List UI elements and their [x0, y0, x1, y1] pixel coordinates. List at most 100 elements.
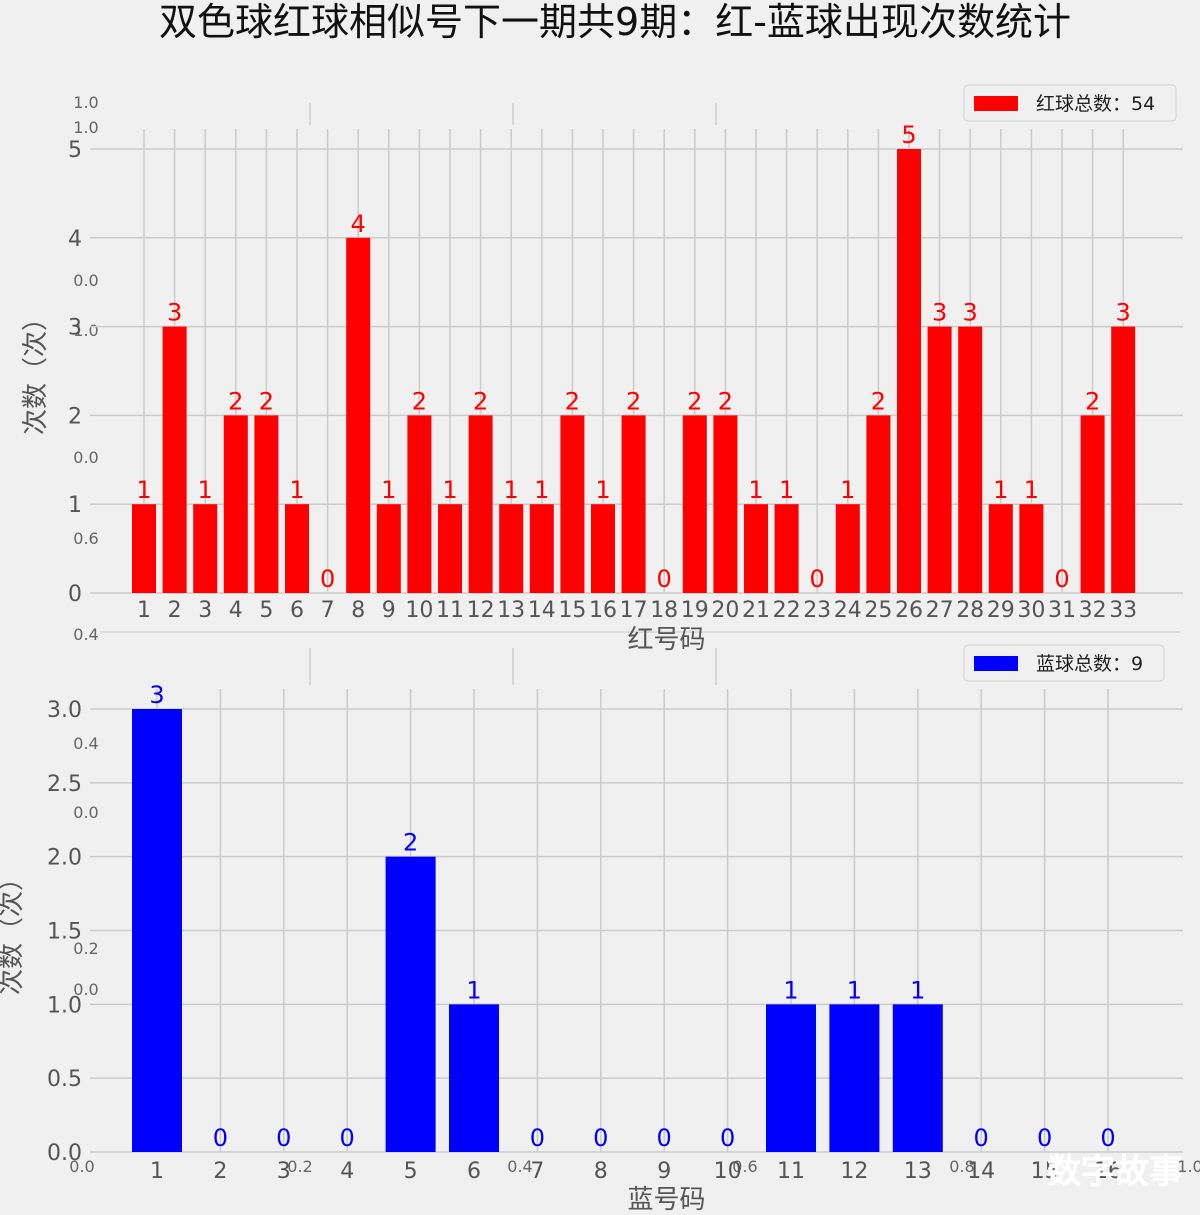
background-tick-label: 0.0 [69, 1157, 94, 1176]
y-tick-label: 0.0 [47, 1141, 82, 1166]
background-tick-label: 0.8 [949, 1157, 974, 1176]
x-tick-label: 3 [277, 1159, 291, 1184]
y-tick-label: 1.0 [47, 993, 82, 1018]
background-tick-label: 0.4 [507, 1157, 532, 1176]
background-tick-label: 0.0 [73, 803, 98, 822]
y-tick-label: 1 [68, 493, 82, 518]
bar [774, 504, 799, 593]
data-label: 0 [530, 1124, 545, 1152]
x-tick-label: 14 [967, 1159, 995, 1184]
x-tick-label: 2 [168, 598, 182, 623]
x-tick-label: 18 [650, 598, 678, 623]
x-tick-label: 11 [436, 598, 464, 623]
legend-swatch [974, 656, 1018, 671]
y-tick-label: 3 [68, 316, 82, 341]
x-axis-label: 蓝号码 [627, 1185, 705, 1215]
x-tick-label: 5 [259, 598, 273, 623]
legend-box [963, 84, 1177, 122]
bar [223, 415, 248, 593]
bar [713, 415, 738, 593]
data-label: 0 [1037, 1124, 1052, 1152]
bar [162, 326, 187, 593]
x-tick-label: 30 [1017, 598, 1045, 623]
data-label: 1 [289, 476, 304, 504]
legend-box [963, 644, 1165, 682]
x-tick-label: 12 [840, 1159, 868, 1184]
x-tick-label: 13 [497, 598, 525, 623]
red-ball-chart: 0123451132132425160748192101112121131142… [21, 84, 1183, 655]
background-tick-label: 1.0 [73, 321, 98, 340]
data-label: 1 [840, 476, 855, 504]
bar [866, 415, 891, 593]
x-tick-label: 10 [405, 598, 433, 623]
bar [438, 504, 462, 593]
y-tick-label: 0 [68, 582, 82, 607]
x-tick-label: 22 [773, 598, 801, 623]
y-tick-label: 2.0 [47, 846, 82, 871]
legend-label: 红球总数：54 [1036, 93, 1155, 115]
x-tick-label: 9 [382, 598, 396, 623]
bar [285, 504, 309, 593]
bar [766, 1004, 816, 1152]
data-label: 1 [381, 476, 396, 504]
x-tick-label: 6 [290, 598, 304, 623]
x-tick-label: 26 [895, 598, 923, 623]
bar [1080, 415, 1105, 593]
background-tick-label: 0.4 [73, 734, 98, 753]
x-tick-label: 25 [864, 598, 892, 623]
data-label: 2 [1085, 387, 1100, 415]
bar [468, 415, 493, 593]
bar [1019, 504, 1044, 593]
data-label: 2 [718, 387, 733, 415]
x-tick-label: 21 [742, 598, 770, 623]
x-tick-label: 8 [351, 598, 365, 623]
legend-swatch [974, 96, 1018, 111]
bar [132, 504, 156, 593]
y-axis-label: 次数（次） [0, 865, 27, 995]
data-label: 0 [593, 1124, 608, 1152]
data-label: 1 [442, 476, 457, 504]
data-label: 2 [473, 387, 488, 415]
x-tick-label: 13 [904, 1159, 932, 1184]
x-tick-label: 7 [321, 598, 335, 623]
bar [346, 237, 371, 594]
y-tick-label: 2.5 [47, 772, 82, 797]
data-label: 2 [403, 829, 418, 857]
data-label: 1 [136, 476, 151, 504]
bar [385, 856, 436, 1152]
data-label: 1 [910, 976, 925, 1004]
x-axis-label: 红号码 [627, 625, 705, 655]
data-label: 1 [779, 476, 794, 504]
data-label: 3 [963, 299, 978, 327]
background-axis: 1.0 1.0 0.0 1.0 0.0 0.6 0.4 0.4 0.0 0.2 0.0 0.0 0.2 0… [69, 93, 1200, 1176]
x-tick-label: 1 [137, 598, 151, 623]
bar [529, 504, 554, 593]
x-tick-label: 23 [803, 598, 831, 623]
data-label: 0 [974, 1124, 989, 1152]
bar [407, 415, 432, 593]
bar [892, 1004, 943, 1152]
bar [376, 504, 401, 593]
y-tick-label: 2 [68, 404, 82, 429]
x-tick-label: 28 [956, 598, 984, 623]
legend: 红球总数：54 [963, 84, 1177, 122]
bar [254, 415, 279, 593]
data-label: 3 [932, 299, 947, 327]
background-tick-label: 0.2 [73, 939, 98, 958]
data-label: 1 [748, 476, 763, 504]
data-label: 2 [228, 387, 243, 415]
data-label: 1 [534, 476, 549, 504]
x-tick-label: 12 [467, 598, 495, 623]
x-tick-label: 15 [558, 598, 586, 623]
data-label: 2 [687, 387, 702, 415]
data-label: 0 [657, 565, 672, 593]
data-label: 3 [167, 299, 182, 327]
bar [829, 1004, 880, 1152]
x-tick-label: 11 [777, 1159, 805, 1184]
data-label: 0 [1100, 1124, 1115, 1152]
x-tick-label: 15 [1031, 1159, 1059, 1184]
background-tick-label: 1.0 [1177, 1157, 1200, 1176]
y-tick-label: 3.0 [47, 698, 82, 723]
data-label: 0 [276, 1124, 291, 1152]
data-label: 2 [412, 387, 427, 415]
